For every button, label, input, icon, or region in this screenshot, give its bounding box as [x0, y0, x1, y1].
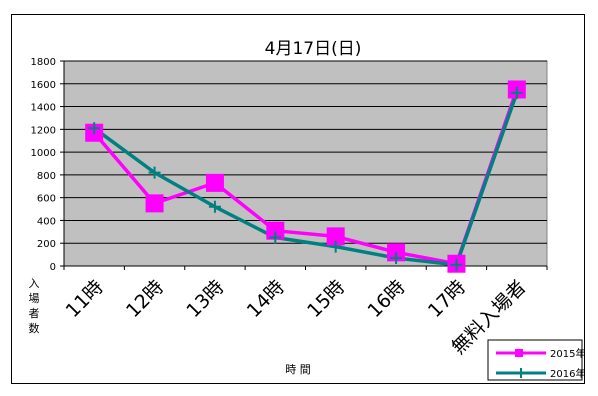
y-tick-label: 0 [50, 262, 56, 273]
y-tick-label: 1200 [31, 125, 56, 136]
x-tick-label: 13時 [182, 276, 228, 322]
y-tick-label: 1000 [31, 148, 56, 159]
x-tick-label: 11時 [62, 276, 108, 322]
x-tick-label: 15時 [303, 276, 349, 322]
legend: 2015年 2016年 [487, 339, 585, 381]
data-point [329, 240, 342, 253]
legend-label: 2015年 [550, 347, 585, 360]
chart-title: 4月17日(日) [265, 39, 362, 59]
data-point [148, 166, 161, 179]
legend-marker [515, 349, 523, 357]
data-point [390, 252, 403, 265]
data-point [266, 221, 285, 240]
y-axis-title-char: 数 [29, 322, 40, 335]
data-point [450, 258, 463, 271]
data-point [510, 86, 523, 99]
x-tick-label: 17時 [424, 276, 470, 322]
y-tick-label: 600 [37, 194, 56, 205]
x-tick-label: 14時 [243, 276, 289, 322]
series-line-0 [92, 88, 519, 266]
y-axis-title-char: 場 [29, 292, 40, 305]
x-axis-title: 時 間 [285, 363, 311, 376]
y-axis-title-char: 者 [29, 307, 40, 320]
data-point [88, 122, 101, 135]
legend-label: 2016年 [550, 367, 585, 380]
data-point [269, 231, 282, 244]
x-tick-label: 16時 [364, 276, 410, 322]
legend-marker [516, 368, 526, 378]
data-point [326, 227, 345, 246]
data-point [208, 200, 221, 213]
series-line-1 [93, 92, 519, 267]
y-tick-label: 1400 [31, 103, 56, 114]
x-tick-label: 12時 [122, 276, 168, 322]
y-tick-label: 1600 [31, 80, 56, 91]
y-tick-label: 1800 [31, 57, 56, 68]
y-tick-label: 800 [37, 171, 56, 182]
data-point [145, 194, 164, 213]
y-tick-label: 400 [37, 216, 56, 227]
y-tick-label: 200 [37, 239, 56, 250]
data-point [205, 173, 224, 192]
y-axis-title-char: 入 [29, 277, 40, 290]
